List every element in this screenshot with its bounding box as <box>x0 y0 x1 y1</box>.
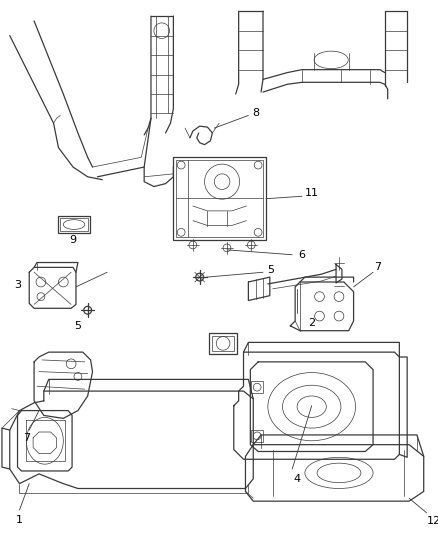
Text: 5: 5 <box>267 265 274 276</box>
Bar <box>209 333 237 354</box>
Bar <box>251 430 263 442</box>
Bar <box>177 160 263 237</box>
Bar <box>173 157 266 240</box>
Bar <box>60 217 88 231</box>
Text: 9: 9 <box>70 235 77 245</box>
Text: 7: 7 <box>374 262 381 272</box>
Text: 2: 2 <box>308 318 315 328</box>
Text: 7: 7 <box>23 433 30 443</box>
Bar <box>251 381 263 393</box>
Text: 11: 11 <box>305 188 319 198</box>
Text: 4: 4 <box>293 474 300 484</box>
Text: 8: 8 <box>253 109 260 118</box>
Text: 12: 12 <box>427 515 438 526</box>
Bar <box>58 216 90 233</box>
Text: 6: 6 <box>298 250 305 260</box>
Text: 3: 3 <box>14 280 21 290</box>
Bar <box>212 336 234 351</box>
Text: 5: 5 <box>74 321 81 331</box>
Text: 1: 1 <box>16 515 23 524</box>
